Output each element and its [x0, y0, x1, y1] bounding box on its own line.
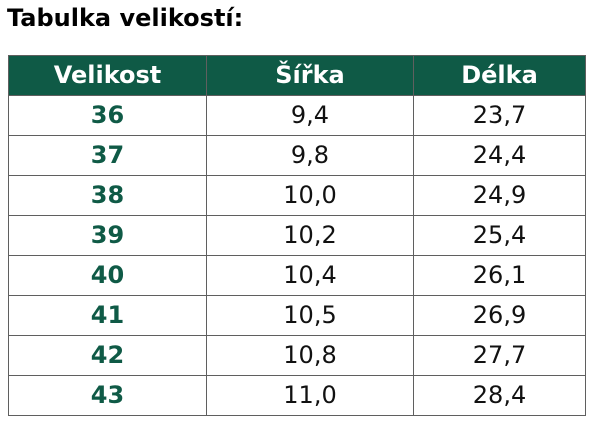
width-cell: 11,0: [206, 375, 414, 416]
table-header: Velikost Šířka Délka: [8, 55, 586, 96]
table-row: 43 11,0 28,4: [8, 375, 586, 416]
width-cell: 10,4: [206, 255, 414, 296]
size-cell: 41: [8, 295, 207, 336]
size-cell: 42: [8, 335, 207, 376]
width-cell: 10,8: [206, 335, 414, 376]
length-cell: 27,7: [413, 335, 586, 376]
size-table: Velikost Šířka Délka 36 9,4 23,7 37 9,8 …: [8, 55, 586, 416]
width-cell: 10,5: [206, 295, 414, 336]
length-cell: 28,4: [413, 375, 586, 416]
table-row: 37 9,8 24,4: [8, 135, 586, 176]
length-cell: 23,7: [413, 95, 586, 136]
length-cell: 25,4: [413, 215, 586, 256]
length-cell: 24,9: [413, 175, 586, 216]
width-cell: 10,2: [206, 215, 414, 256]
length-cell: 24,4: [413, 135, 586, 176]
size-cell: 38: [8, 175, 207, 216]
size-cell: 40: [8, 255, 207, 296]
table-row: 38 10,0 24,9: [8, 175, 586, 216]
table-row: 39 10,2 25,4: [8, 215, 586, 256]
size-cell: 36: [8, 95, 207, 136]
column-header-width: Šířka: [206, 55, 414, 96]
table-row: 36 9,4 23,7: [8, 95, 586, 136]
table-header-row: Velikost Šířka Délka: [8, 55, 586, 96]
size-cell: 39: [8, 215, 207, 256]
size-cell: 37: [8, 135, 207, 176]
table-row: 42 10,8 27,7: [8, 335, 586, 376]
width-cell: 9,4: [206, 95, 414, 136]
size-cell: 43: [8, 375, 207, 416]
column-header-length: Délka: [413, 55, 586, 96]
length-cell: 26,9: [413, 295, 586, 336]
length-cell: 26,1: [413, 255, 586, 296]
column-header-size: Velikost: [8, 55, 207, 96]
width-cell: 10,0: [206, 175, 414, 216]
table-row: 40 10,4 26,1: [8, 255, 586, 296]
table-row: 41 10,5 26,9: [8, 295, 586, 336]
width-cell: 9,8: [206, 135, 414, 176]
page-title: Tabulka velikostí:: [7, 4, 244, 32]
table-body: 36 9,4 23,7 37 9,8 24,4 38 10,0 24,9 39 …: [8, 95, 586, 416]
